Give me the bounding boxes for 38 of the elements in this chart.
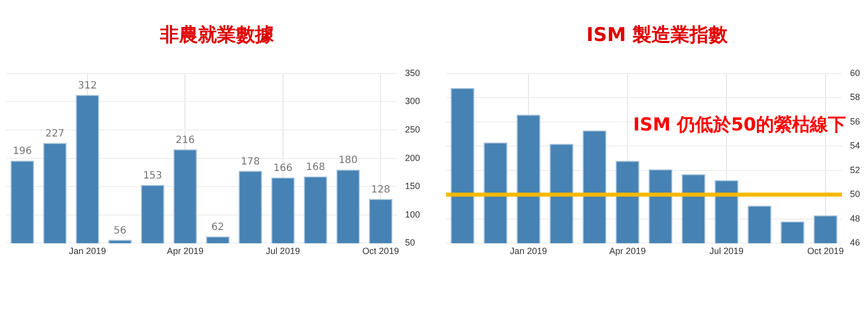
data-label: 56 [114,225,126,236]
data-label: 62 [211,222,224,233]
x-tick-label: Apr 2019 [166,246,204,256]
data-label: 153 [143,170,162,182]
x-tick-label: Jul 2019 [266,246,300,256]
x-tick-label: Jul 2019 [709,246,744,256]
y-tick-label: 200 [404,152,420,163]
y-tick-label: 50 [404,238,415,248]
data-label: 180 [338,155,358,166]
y-tick-label: 50 [850,189,860,200]
data-label: 196 [12,146,32,158]
data-label: 128 [371,184,390,196]
y-tick-label: 56 [850,116,860,126]
data-label: 168 [306,162,326,174]
data-label: 178 [240,156,260,168]
chart-title: ISM 製造業指數 [585,23,729,48]
x-tick-label: Jan 2019 [510,246,548,256]
data-label: 312 [78,80,97,92]
data-label: 227 [45,128,64,140]
y-tick-label: 60 [850,68,860,78]
x-tick-label: Jan 2019 [68,246,106,256]
annotation: ISM 仍低於50的縈枯線下 [633,114,846,136]
y-tick-label: 100 [404,209,420,220]
y-tick-label: 58 [850,92,860,102]
data-label: 166 [273,163,292,174]
x-tick-label: Apr 2019 [609,246,646,256]
y-tick-label: 250 [404,124,420,134]
data-label: 216 [176,134,195,146]
y-tick-label: 150 [404,181,420,192]
chart-title: 非農就業數據 [159,23,275,48]
x-tick-label: Oct 2019 [362,246,399,256]
y-tick-label: 52 [850,164,860,175]
y-tick-label: 46 [850,238,860,248]
y-tick-label: 350 [404,68,420,78]
y-tick-label: 48 [850,213,860,224]
y-tick-label: 300 [404,96,420,106]
x-tick-label: Oct 2019 [807,246,844,256]
y-tick-label: 54 [850,140,860,151]
